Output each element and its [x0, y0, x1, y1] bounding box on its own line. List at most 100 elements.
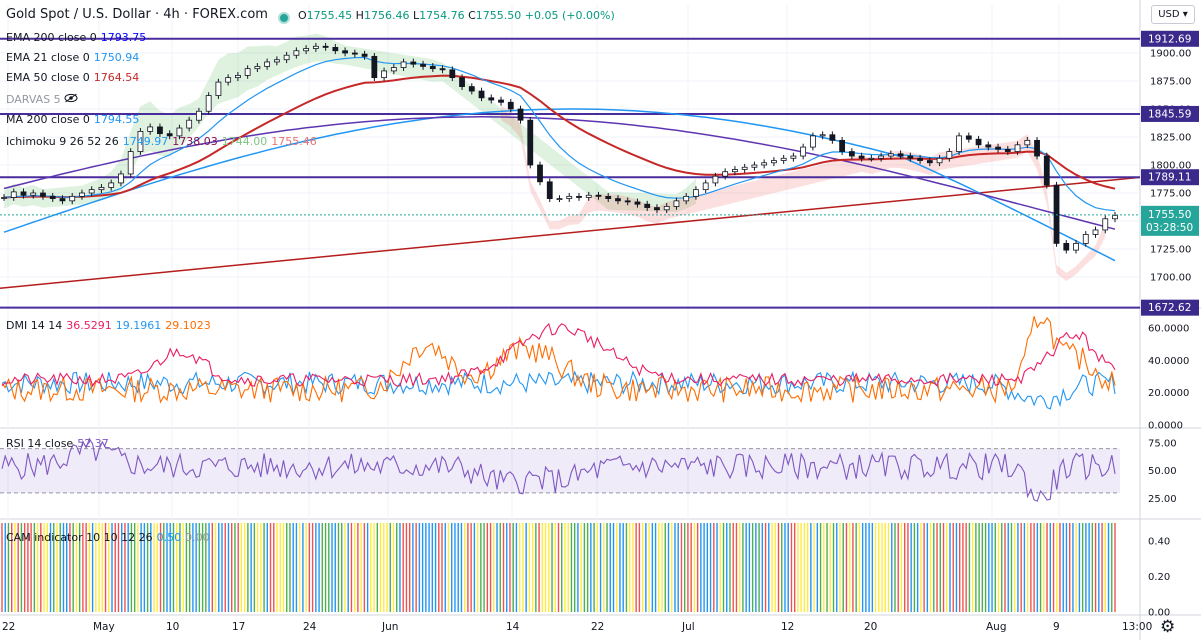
- last-price-bg: [1141, 205, 1199, 236]
- candle-body: [88, 189, 95, 194]
- candle-body: [1004, 148, 1011, 152]
- legend-dmi[interactable]: DMI 14 14 36.5291 19.1961 29.1023: [6, 319, 211, 332]
- cam-tick-label: 0.40: [1148, 536, 1170, 547]
- dmi-tick-label: 0.0000: [1148, 421, 1183, 432]
- adx-line: [1, 322, 1116, 388]
- settings-gear-icon[interactable]: ⚙: [1160, 617, 1176, 637]
- symbol-title[interactable]: Gold Spot / U.S. Dollar · 4h · FOREX.com: [6, 7, 268, 22]
- legend-ema50-label: EMA 50 close 0: [6, 71, 90, 84]
- rsi-tick-label: 75.00: [1148, 439, 1177, 450]
- candle-body: [420, 63, 426, 67]
- candle-body: [1102, 218, 1109, 231]
- time-tick-label: 9: [1053, 621, 1060, 633]
- candle-body: [1073, 242, 1079, 251]
- last-price-label: 1755.50: [1148, 209, 1191, 221]
- time-tick-label: 24: [303, 621, 317, 633]
- price-tick-label: 1875.00: [1150, 77, 1191, 88]
- legend-ichimoku-v1: 1749.97: [122, 135, 169, 148]
- candle-body: [69, 195, 76, 202]
- cam-tick-label: 0.20: [1148, 572, 1170, 583]
- rsi-tick-label: 25.00: [1148, 494, 1177, 505]
- legend-dmi-v3: 29.1023: [165, 319, 211, 332]
- ema200-line: [3, 116, 1116, 230]
- time-tick-label: 22: [2, 621, 15, 633]
- legend-rsi[interactable]: RSI 14 close 52.37: [6, 437, 109, 450]
- candle-body: [829, 134, 836, 141]
- legend-ma200-value: 1794.55: [93, 113, 140, 126]
- level-label-bg: [1141, 299, 1199, 316]
- candle-body: [1053, 184, 1060, 244]
- legend-darvas[interactable]: DARVAS 5: [6, 93, 78, 106]
- candle-body: [673, 200, 680, 207]
- candle-body: [137, 130, 144, 152]
- candle-body: [605, 195, 612, 200]
- candle-body: [848, 151, 855, 157]
- legend-rsi-label: RSI 14 close: [6, 437, 74, 450]
- dmi-tick-label: 40.0000: [1148, 356, 1189, 367]
- legend-ema21-value: 1750.94: [93, 51, 140, 64]
- candle-body: [342, 50, 348, 54]
- candle-body: [351, 52, 358, 55]
- level-label-bg: [1141, 30, 1199, 47]
- legend-ichimoku-v4: 1755.46: [271, 135, 317, 148]
- candle-body: [449, 69, 456, 79]
- legend-ema50[interactable]: EMA 50 close 0 1764.54: [6, 71, 139, 84]
- candle-body: [858, 155, 865, 159]
- legend-cam-v2: 0.00: [185, 531, 210, 544]
- legend-ema200-value: 1793.75: [100, 31, 147, 44]
- candle-body: [615, 198, 621, 202]
- price-tick-label: 1700.00: [1150, 273, 1191, 284]
- level-label: 1912.69: [1148, 33, 1191, 45]
- candle-body: [926, 160, 933, 164]
- candle-body: [956, 135, 962, 152]
- legend-cam-v1: 0.50: [156, 531, 182, 544]
- candle-body: [1014, 144, 1021, 152]
- legend-dmi-v2: 19.1961: [115, 319, 162, 332]
- candle-body: [819, 134, 826, 137]
- candle-body: [995, 146, 1001, 150]
- candle-body: [537, 164, 543, 183]
- candle-body: [985, 144, 992, 148]
- dmi-tick-label: 20.0000: [1148, 388, 1189, 399]
- candle-body: [965, 135, 972, 140]
- candle-body: [127, 151, 134, 175]
- candle-body: [147, 126, 154, 132]
- legend-ichimoku[interactable]: Ichimoku 9 26 52 26 1749.97 1738.03 1744.00…: [6, 135, 317, 148]
- candle-body: [176, 127, 183, 137]
- countdown-label: 03:28:50: [1146, 222, 1193, 234]
- time-tick-label: Aug: [986, 621, 1007, 633]
- candle-body: [868, 157, 875, 160]
- level-label: 1789.11: [1148, 172, 1191, 184]
- candle-body: [1034, 139, 1040, 157]
- legend-cam[interactable]: CAM indicator 10 10 12 26 0.50 0.00: [6, 531, 210, 544]
- candle-body: [400, 61, 407, 68]
- candle-body: [20, 191, 27, 196]
- candle-body: [1112, 214, 1118, 220]
- time-tick-label: Jul: [681, 621, 695, 633]
- time-tick-label: 22: [591, 621, 604, 633]
- market-status-icon: [278, 12, 290, 24]
- candle-body: [644, 203, 651, 208]
- candle-body: [517, 108, 524, 121]
- legend-ema21[interactable]: EMA 21 close 0 1750.94: [6, 51, 139, 64]
- currency-button[interactable]: USD ▾: [1151, 5, 1195, 24]
- legend-ichimoku-v3: 1744.00: [221, 135, 268, 148]
- candle-body: [1063, 242, 1070, 251]
- legend-ma200[interactable]: MA 200 close 0 1794.55: [6, 113, 139, 126]
- candle-body: [293, 50, 300, 56]
- candle-body: [264, 61, 271, 67]
- legend-ema200[interactable]: EMA 200 close 0 1793.75: [6, 31, 146, 44]
- time-tick-label: 17: [232, 621, 245, 633]
- candle-body: [459, 77, 465, 87]
- legend-darvas-label: DARVAS 5: [6, 93, 61, 106]
- eye-hidden-icon[interactable]: [64, 93, 78, 106]
- candle-body: [946, 151, 953, 159]
- rsi-tick-label: 50.00: [1148, 466, 1177, 477]
- candle-body: [771, 160, 777, 164]
- time-tick-label: 12: [781, 621, 794, 633]
- time-tick-label: 10: [166, 621, 179, 633]
- candle-body: [790, 155, 797, 159]
- candle-body: [186, 119, 193, 129]
- legend-ema200-label: EMA 200 close 0: [6, 31, 97, 44]
